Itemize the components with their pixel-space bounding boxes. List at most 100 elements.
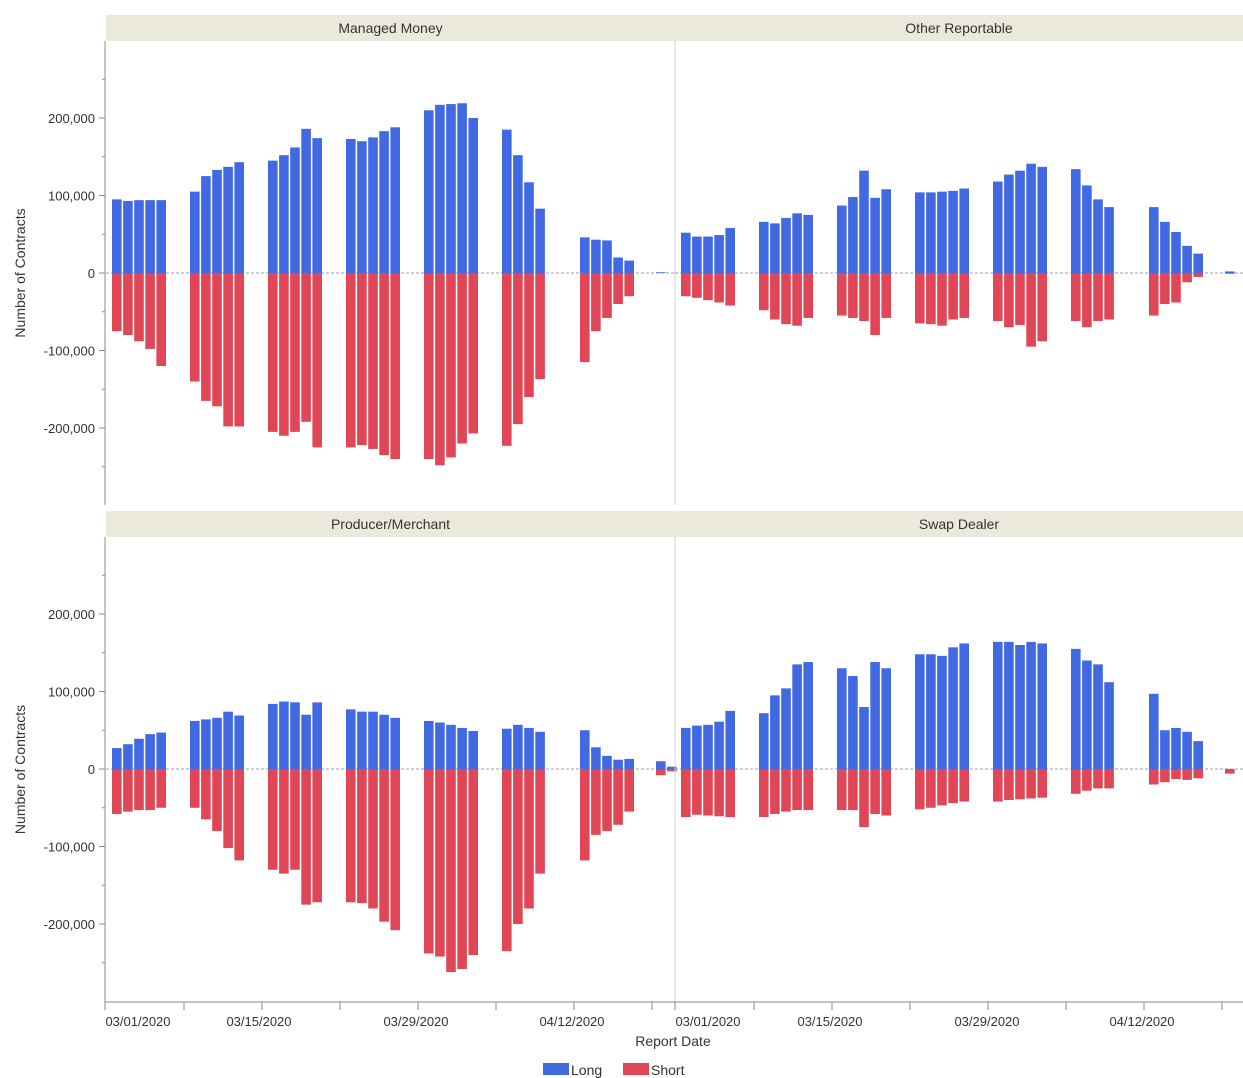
bar-short xyxy=(1082,273,1092,328)
bar-short xyxy=(223,273,233,427)
bar-long xyxy=(1071,169,1081,273)
bar-long xyxy=(535,208,545,273)
y-tick-label: -100,000 xyxy=(44,840,95,855)
bar-short xyxy=(524,769,534,909)
bar-short xyxy=(959,273,969,318)
y-axis-title: Number of Contracts xyxy=(12,705,28,834)
bar-short xyxy=(1104,769,1114,789)
bar-short xyxy=(368,769,378,909)
bar-short xyxy=(279,273,289,436)
bar-short xyxy=(457,273,467,444)
bar-long xyxy=(881,668,891,769)
bar-short xyxy=(1149,769,1159,785)
bar-long xyxy=(513,155,523,273)
bar-long xyxy=(725,710,735,769)
bar-short xyxy=(681,273,691,297)
bar-short xyxy=(803,273,813,318)
bar-long xyxy=(190,191,200,273)
bar-long xyxy=(837,205,847,273)
bar-long xyxy=(268,703,278,769)
bar-long xyxy=(290,147,300,273)
bar-short xyxy=(859,769,869,828)
bar-short xyxy=(1182,273,1192,283)
bar-short xyxy=(156,273,166,366)
bar-long xyxy=(1160,730,1170,769)
bar-short xyxy=(1171,769,1181,780)
panel-0: Managed Money 200,000 100,000 0 -100,000 -200… xyxy=(12,15,675,505)
bar-short xyxy=(692,769,702,815)
bar-long xyxy=(948,647,958,769)
bar-short xyxy=(692,273,702,298)
bar-long xyxy=(681,232,691,273)
bar-short xyxy=(667,769,677,772)
bar-long xyxy=(457,103,467,274)
bar-long xyxy=(1015,645,1025,769)
bar-short xyxy=(1082,769,1092,791)
bar-long xyxy=(290,702,300,769)
bar-short xyxy=(1015,273,1025,325)
bar-short xyxy=(201,769,211,820)
bar-short xyxy=(937,273,947,326)
bar-long xyxy=(1004,174,1014,273)
bar-long xyxy=(312,138,322,273)
bar-short xyxy=(468,769,478,955)
x-tick-label: 03/01/2020 xyxy=(105,1014,170,1029)
panel-title: Swap Dealer xyxy=(919,516,999,532)
bar-long xyxy=(703,236,713,273)
bar-short xyxy=(848,273,858,318)
bar-long xyxy=(513,724,523,769)
bar-long xyxy=(580,237,590,273)
bar-short xyxy=(301,769,311,905)
panel-header xyxy=(106,15,675,41)
bar-long xyxy=(368,711,378,769)
bar-long xyxy=(792,664,802,769)
bar-long xyxy=(301,128,311,273)
y-tick-label: 200,000 xyxy=(48,111,95,126)
panel-header xyxy=(675,15,1243,41)
bar-short xyxy=(301,273,311,422)
x-tick-label: 04/12/2020 xyxy=(1109,1014,1174,1029)
bar-short xyxy=(312,273,322,448)
bar-short xyxy=(368,273,378,449)
bar-long xyxy=(390,717,400,769)
bar-long xyxy=(692,725,702,769)
bar-short xyxy=(379,273,389,456)
bar-short xyxy=(212,273,222,407)
bar-long xyxy=(848,676,858,769)
bar-short xyxy=(190,273,200,382)
bar-short xyxy=(624,273,634,297)
bar-long xyxy=(357,711,367,769)
bar-long xyxy=(1082,660,1092,769)
bar-short xyxy=(859,273,869,322)
bar-long xyxy=(123,200,133,273)
bar-long xyxy=(602,755,612,769)
bar-short xyxy=(234,273,244,427)
bar-short xyxy=(993,769,1003,802)
bar-short xyxy=(1225,273,1235,274)
bar-short xyxy=(1225,769,1235,774)
bar-short xyxy=(602,273,612,318)
bar-long xyxy=(446,104,456,273)
bar-long xyxy=(134,738,144,769)
bar-short xyxy=(1071,769,1081,794)
bar-long xyxy=(1015,170,1025,273)
bar-short xyxy=(881,273,891,318)
bar-long xyxy=(937,191,947,273)
bar-long xyxy=(112,199,122,273)
bar-long xyxy=(915,654,925,769)
y-tick-label: -200,000 xyxy=(44,421,95,436)
bar-long xyxy=(770,695,780,769)
bar-short xyxy=(1171,273,1181,303)
bar-long xyxy=(714,235,724,273)
bar-short xyxy=(591,769,601,835)
bar-short xyxy=(312,769,322,903)
bar-long xyxy=(948,190,958,273)
bar-short xyxy=(792,769,802,811)
bar-short xyxy=(624,769,634,812)
bar-short xyxy=(223,769,233,849)
bar-short xyxy=(591,273,601,332)
bar-short xyxy=(346,273,356,448)
bar-long xyxy=(223,711,233,769)
x-tick-label: 03/29/2020 xyxy=(383,1014,448,1029)
bar-long xyxy=(435,104,445,273)
